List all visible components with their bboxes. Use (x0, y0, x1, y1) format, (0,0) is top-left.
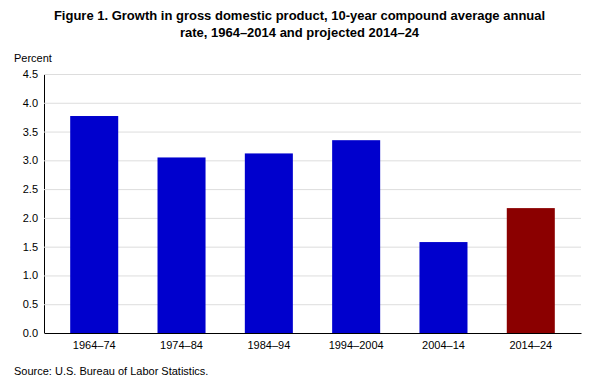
bar (158, 157, 206, 333)
source-note: Source: U.S. Bureau of Labor Statistics. (14, 365, 208, 377)
x-tick-label: 1994–2004 (329, 339, 384, 351)
chart: Figure 1. Growth in gross domestic produ… (0, 0, 599, 383)
grid-line (44, 160, 581, 161)
y-tick-label: 0.5 (23, 298, 38, 310)
bar (507, 208, 555, 333)
x-axis: 1964–74 1974–84 1984–94 1994–2004 2004–14 201… (45, 333, 582, 351)
x-tick-label: 2004–14 (422, 339, 465, 351)
x-tick: 1964–74 (73, 333, 116, 351)
grid-line (44, 275, 581, 276)
grid-line (44, 74, 581, 75)
y-axis: 0.0 0.5 1.0 1.5 2.0 2.5 3.0 3.5 4.0 4.5 (23, 68, 581, 339)
x-tick: 2014–24 (509, 333, 552, 351)
grid-line (44, 304, 581, 305)
y-tick-label: 0.0 (23, 327, 38, 339)
x-axis-line (45, 333, 582, 334)
bars (70, 116, 555, 333)
x-tick-label: 1984–94 (247, 339, 290, 351)
bar (332, 140, 380, 333)
grid-line (44, 247, 581, 248)
grid-line (44, 103, 581, 104)
y-tick: 4.5 (23, 68, 581, 80)
x-tick-label: 1974–84 (160, 339, 203, 351)
y-axis-title: Percent (14, 52, 52, 64)
x-tick: 1974–84 (160, 333, 203, 351)
y-tick-label: 3.5 (23, 126, 38, 138)
grid-line (44, 132, 581, 133)
y-tick-label: 1.0 (23, 269, 38, 281)
y-tick-label: 4.0 (23, 97, 38, 109)
y-tick-label: 4.5 (23, 68, 38, 80)
y-tick: 4.0 (23, 97, 581, 109)
title: Figure 1. Growth in gross domestic produ… (54, 8, 545, 23)
x-tick-label: 2014–24 (509, 339, 552, 351)
x-tick: 1984–94 (247, 333, 290, 351)
grid-line (44, 189, 581, 190)
x-tick: 1994–2004 (329, 333, 384, 351)
x-tick-label: 1964–74 (73, 339, 116, 351)
y-axis-line (45, 75, 582, 334)
grid-line (44, 218, 581, 219)
bar (245, 153, 293, 333)
bar (419, 242, 467, 333)
y-tick-label: 2.0 (23, 212, 38, 224)
y-tick-label: 3.0 (23, 154, 38, 166)
subtitle: rate, 1964–2014 and projected 2014–24 (180, 25, 420, 40)
grid-line (44, 333, 581, 334)
bar (70, 116, 118, 333)
y-tick-label: 2.5 (23, 183, 38, 195)
y-tick-label: 1.5 (23, 241, 38, 253)
plot: 0.0 0.5 1.0 1.5 2.0 2.5 3.0 3.5 4.0 4.5 1964–74 197… (23, 68, 582, 351)
x-tick: 2004–14 (422, 333, 465, 351)
